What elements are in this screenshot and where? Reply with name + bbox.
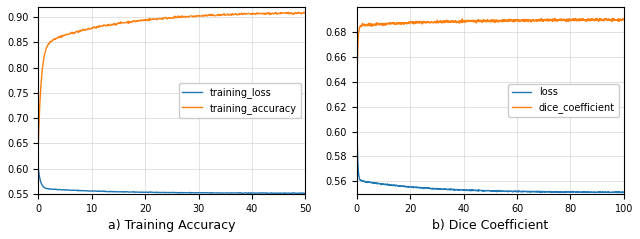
X-axis label: a) Training Accuracy: a) Training Accuracy [108,219,236,232]
dice_coefficient [461,21,468,24]
loss [470,189,478,192]
Legend: training_loss, training_accuracy: training_loss, training_accuracy [179,83,301,118]
training_accuracy [301,11,309,14]
training_loss [179,191,187,194]
dice_coefficient [561,19,569,22]
training_accuracy [300,11,308,13]
dice_coefficient [551,17,559,20]
dice_coefficient [470,19,478,22]
dice_coefficient [536,20,544,22]
Line: training_accuracy: training_accuracy [38,12,305,145]
loss [353,104,360,107]
training_accuracy [295,11,303,14]
training_loss [35,167,42,169]
training_loss [193,191,201,194]
dice_coefficient [566,19,574,22]
training_accuracy [179,15,187,18]
loss [620,191,628,194]
loss [618,191,625,194]
training_loss [163,191,171,194]
loss [536,191,544,194]
loss [561,190,569,193]
dice_coefficient [620,18,628,21]
Legend: loss, dice_coefficient: loss, dice_coefficient [508,84,619,117]
training_loss [253,192,261,195]
loss [566,190,573,193]
dice_coefficient [353,111,360,114]
loss [380,183,388,186]
Line: training_loss: training_loss [38,168,305,194]
Line: dice_coefficient: dice_coefficient [356,18,624,113]
training_loss [161,191,169,194]
training_accuracy [193,14,201,17]
loss [461,189,468,191]
X-axis label: b) Dice Coefficient: b) Dice Coefficient [432,219,548,232]
training_accuracy [35,144,42,147]
Line: loss: loss [356,105,624,193]
dice_coefficient [380,23,388,26]
training_loss [301,192,309,195]
training_loss [287,192,294,195]
training_accuracy [161,16,169,19]
training_loss [296,191,303,194]
training_accuracy [163,17,171,20]
training_accuracy [253,11,261,14]
